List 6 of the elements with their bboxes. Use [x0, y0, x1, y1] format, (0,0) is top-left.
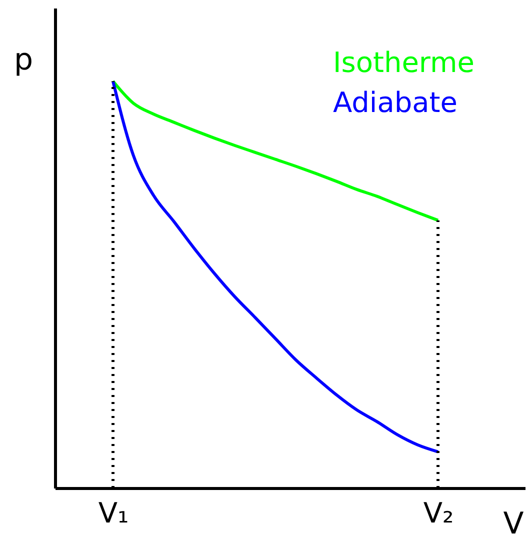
x-tick-label: V₂ [423, 496, 454, 530]
text: Isotherme [333, 46, 474, 79]
x-tick-label: V₁ [98, 496, 129, 530]
text: Adiabate [333, 86, 458, 119]
y-axis-title: p [14, 42, 34, 78]
x-axis-title: V [503, 506, 524, 542]
